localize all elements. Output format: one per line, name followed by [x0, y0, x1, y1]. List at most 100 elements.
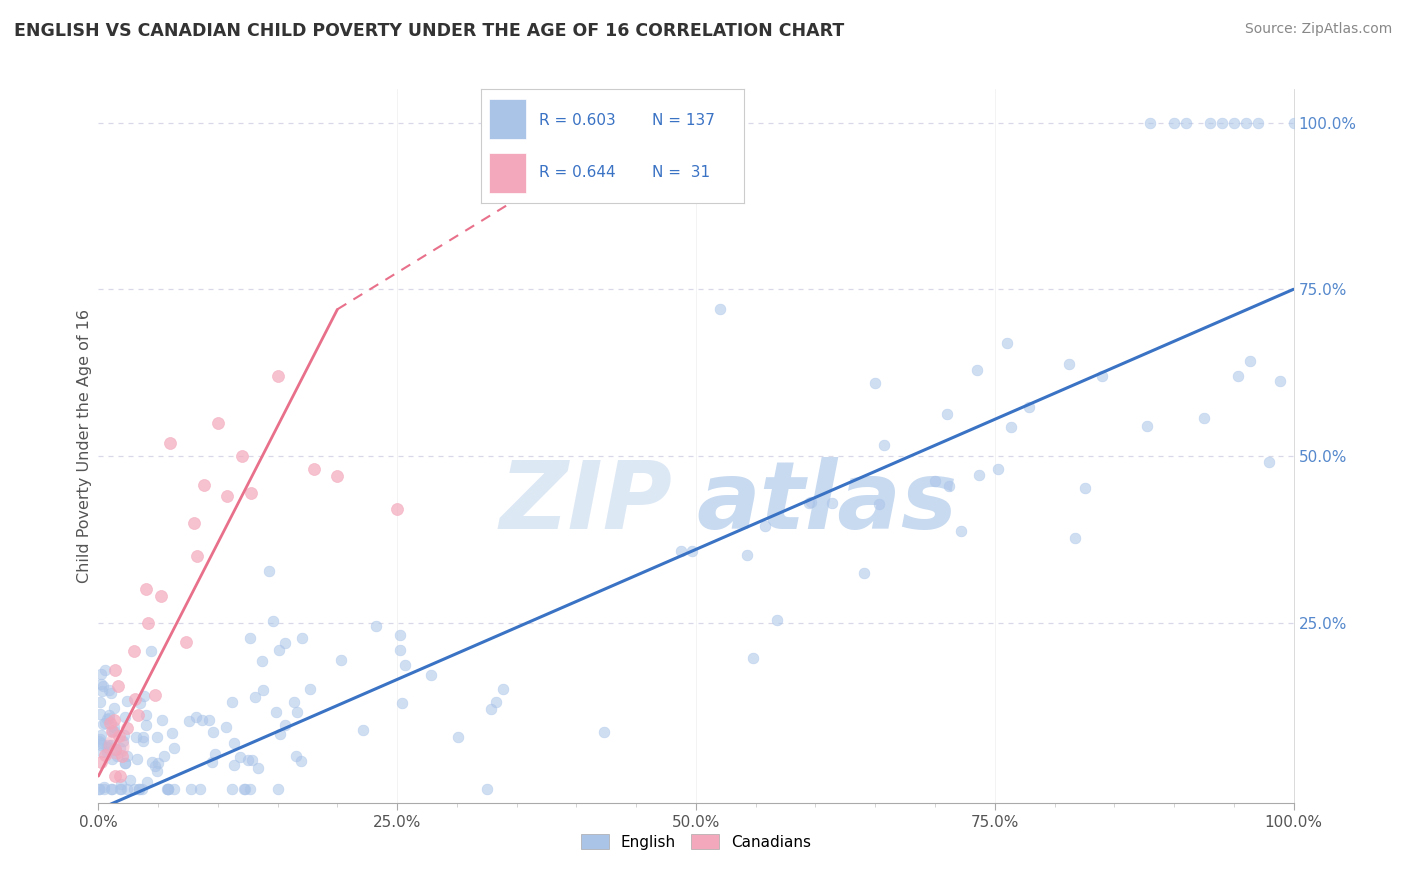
Point [1091, 368, 1114, 383]
Point [186, 549, 208, 563]
Point [115, 748, 138, 763]
Point [1057, 357, 1080, 371]
Point [669, 544, 692, 558]
Point [1282, 115, 1305, 129]
Point [326, 469, 349, 483]
Point [132, 734, 155, 748]
Point [132, 731, 155, 745]
Point [177, 714, 200, 729]
Text: ENGLISH VS CANADIAN CHILD POVERTY UNDER THE AGE OF 16 CORRELATION CHART: ENGLISH VS CANADIAN CHILD POVERTY UNDER … [14, 22, 845, 40]
Point [87, 734, 110, 748]
Point [162, 740, 184, 755]
Point [1234, 115, 1257, 129]
Point [938, 479, 960, 493]
Point [136, 616, 159, 631]
Point [101, 782, 124, 797]
Point [108, 740, 131, 755]
Point [131, 782, 153, 797]
Point [1136, 418, 1159, 433]
Point [125, 730, 148, 744]
Point [90, 728, 112, 742]
Point [302, 462, 325, 476]
Point [1139, 115, 1161, 129]
Point [243, 690, 266, 705]
Point [135, 718, 157, 732]
Point [737, 548, 759, 562]
Point [93, 663, 115, 677]
Point [98, 711, 121, 725]
Point [283, 695, 305, 709]
Point [967, 468, 990, 483]
Point [103, 713, 125, 727]
Point [135, 582, 157, 597]
Point [156, 782, 179, 797]
Point [143, 688, 166, 702]
Point [1000, 419, 1022, 434]
Point [852, 566, 875, 580]
Point [950, 524, 973, 538]
Point [98, 682, 121, 697]
Point [146, 764, 169, 779]
Point [394, 658, 416, 673]
Point [1239, 354, 1261, 368]
Point [104, 663, 127, 677]
Point [117, 721, 139, 735]
Point [180, 782, 202, 797]
Point [821, 496, 844, 510]
Point [204, 747, 226, 761]
Point [239, 631, 262, 645]
Point [741, 651, 763, 665]
Point [153, 748, 176, 763]
Point [183, 516, 205, 530]
Point [104, 743, 127, 757]
Point [91, 684, 114, 698]
Point [239, 782, 262, 797]
Point [201, 724, 224, 739]
Point [987, 462, 1010, 476]
Point [364, 618, 387, 632]
Point [96, 745, 118, 759]
Point [93, 679, 115, 693]
Point [111, 734, 134, 748]
Point [101, 724, 124, 739]
Point [94, 747, 117, 762]
Point [485, 695, 508, 709]
Point [221, 782, 243, 797]
Point [101, 724, 124, 739]
Point [89, 695, 111, 709]
Point [122, 643, 145, 657]
Point [104, 769, 127, 783]
Point [104, 741, 127, 756]
Point [117, 782, 139, 797]
Point [93, 780, 115, 795]
Point [111, 749, 134, 764]
Point [1199, 115, 1222, 129]
Point [388, 628, 411, 642]
Point [299, 682, 322, 697]
Point [966, 363, 988, 377]
Point [96, 712, 118, 726]
Point [267, 782, 290, 797]
Point [157, 782, 180, 797]
Point [184, 710, 207, 724]
Point [385, 502, 409, 516]
Point [105, 739, 128, 753]
Point [89, 732, 111, 747]
Point [800, 495, 823, 509]
Point [233, 782, 256, 797]
Point [285, 705, 308, 719]
Point [259, 564, 281, 578]
Point [163, 782, 186, 797]
Point [103, 723, 125, 738]
Point [1074, 481, 1097, 495]
Point [90, 735, 112, 749]
Point [492, 682, 515, 697]
Point [269, 727, 291, 741]
Point [1270, 374, 1292, 388]
Point [1247, 115, 1270, 129]
Point [221, 695, 243, 709]
Text: Source: ZipAtlas.com: Source: ZipAtlas.com [1244, 22, 1392, 37]
Point [1226, 368, 1249, 383]
Point [156, 782, 179, 797]
Point [1257, 455, 1279, 469]
